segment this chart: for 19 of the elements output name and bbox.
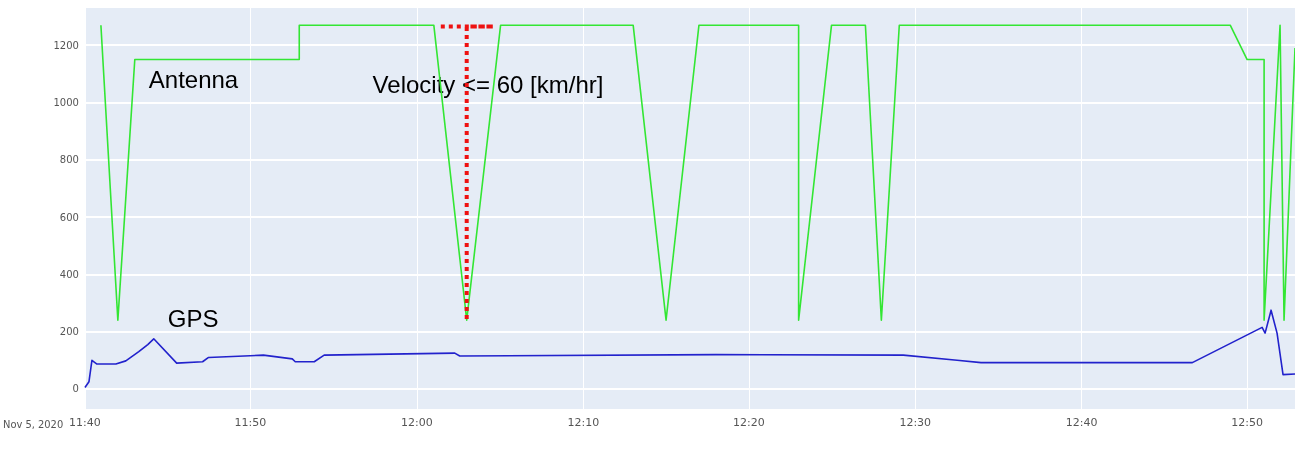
- series-label: GPS: [167, 305, 219, 333]
- x-tick-label: 11:50: [234, 416, 267, 429]
- series-label: Antenna: [148, 66, 239, 94]
- x-tick-label: 11:40: [69, 416, 101, 429]
- x-tick-label: 12:20: [732, 416, 765, 429]
- y-tick-label: 1200: [53, 39, 79, 51]
- y-tick-label: 200: [59, 326, 79, 338]
- x-axis-title: Nov 5, 2020: [3, 417, 64, 431]
- y-tick-label: 0: [72, 383, 79, 395]
- x-tick-label: 12:00: [401, 416, 433, 429]
- x-tick-label: 12:10: [567, 416, 600, 429]
- x-tick-label: 12:30: [899, 416, 932, 429]
- y-tick-label: 1000: [53, 97, 79, 109]
- y-tick-label: 800: [59, 154, 79, 166]
- y-tick-label: 400: [59, 268, 79, 280]
- line-series: [84, 309, 1295, 389]
- y-tick-label: 600: [59, 211, 79, 223]
- x-tick-label: 12:50: [1231, 416, 1264, 429]
- x-tick-label: 12:40: [1065, 416, 1098, 429]
